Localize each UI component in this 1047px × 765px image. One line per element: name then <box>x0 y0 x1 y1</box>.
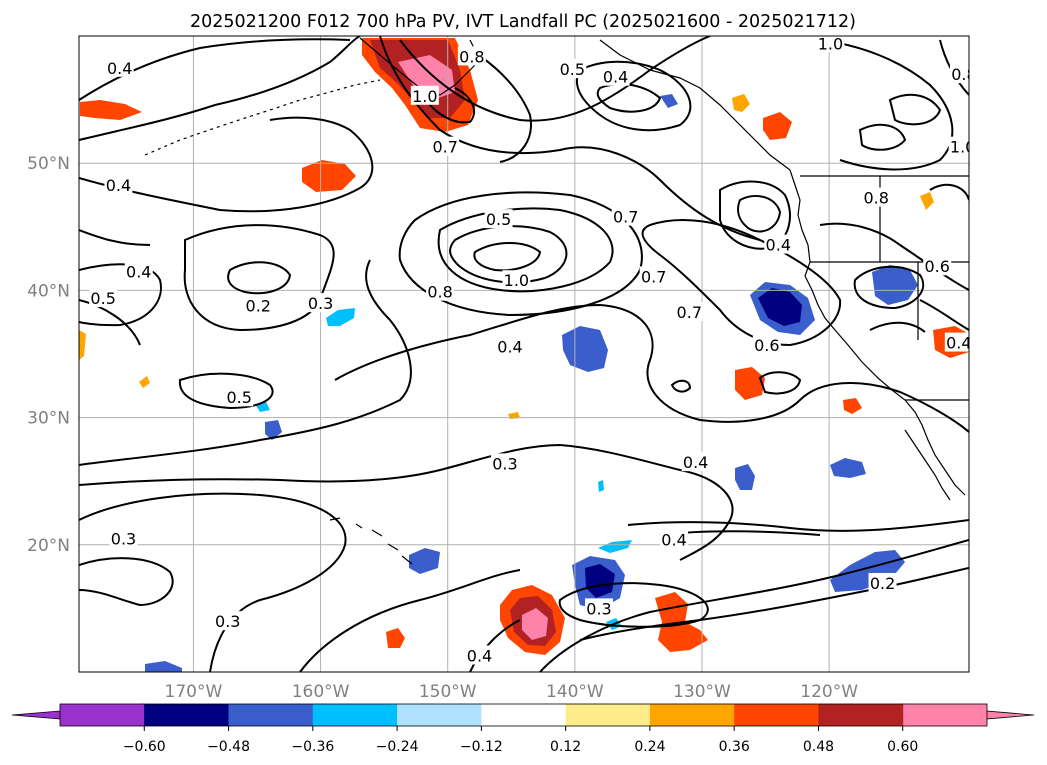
colorbar-tick-label: −0.36 <box>291 739 334 755</box>
contour-label: 0.4 <box>683 453 708 472</box>
longitude-tick-label: 130°W <box>673 682 731 702</box>
contour-label: 0.6 <box>924 257 949 276</box>
colorbar-tick-label: −0.60 <box>123 739 166 755</box>
longitude-tick-label: 140°W <box>546 682 604 702</box>
contour-label: 0.5 <box>226 388 251 407</box>
colorbar-tick-label: 0.12 <box>550 739 581 755</box>
contour-label: 0.2 <box>246 297 271 316</box>
colorbar-tick-label: 0.48 <box>803 739 834 755</box>
contour-label: 0.8 <box>863 189 888 208</box>
contour-label: 0.8 <box>951 65 976 84</box>
colorbar-tick-label: −0.12 <box>460 739 503 755</box>
contour-label: 0.5 <box>560 60 585 79</box>
colorbar: −0.60 −0.48 −0.36 −0.24 −0.12 0.12 0.24 0.36 0.4… <box>12 704 1034 755</box>
colorbar-tick-label: −0.24 <box>376 739 419 755</box>
colorbar-segment <box>144 704 229 726</box>
shade-negative <box>598 480 604 492</box>
contour-label: 0.3 <box>215 612 240 631</box>
colorbar-segment <box>818 704 903 726</box>
colorbar-segment <box>60 704 144 726</box>
colorbar-segment <box>229 704 314 726</box>
contour-label: 0.6 <box>754 336 779 355</box>
colorbar-tick-label: 0.24 <box>634 739 665 755</box>
contour-label: 0.4 <box>603 68 628 87</box>
contour-label: 0.4 <box>766 236 791 255</box>
contour-label: 1.0 <box>950 138 975 157</box>
contour-label: 0.4 <box>107 59 132 78</box>
colorbar-tick-label: 0.36 <box>719 739 750 755</box>
colorbar-segment <box>313 704 398 726</box>
contour-label: 0.4 <box>661 531 686 550</box>
contour-label: 0.5 <box>90 289 115 308</box>
contour-label: 0.3 <box>308 294 333 313</box>
contour-label: 0.7 <box>641 267 666 286</box>
contour-label: 0.3 <box>586 599 611 618</box>
contour-label: 0.4 <box>126 262 151 281</box>
colorbar-segment <box>397 704 482 726</box>
colorbar-segment <box>734 704 819 726</box>
colorbar-tick-label: 0.60 <box>887 739 918 755</box>
colorbar-tick-label: −0.48 <box>207 739 250 755</box>
contour-label: 0.3 <box>492 454 517 473</box>
colorbar-segment <box>650 704 735 726</box>
longitude-tick-label: 120°W <box>800 682 858 702</box>
longitude-tick-label: 160°W <box>292 682 350 702</box>
contour-label: 1.0 <box>504 271 529 290</box>
figure-title: 2025021200 F012 700 hPa PV, IVT Landfall… <box>190 12 856 32</box>
latitude-tick-label: 40°N <box>27 281 70 301</box>
contour-label: 0.4 <box>946 334 971 353</box>
contour-label: 0.7 <box>677 303 702 322</box>
contour-label: 0.4 <box>497 337 522 356</box>
latitude-tick-label: 20°N <box>27 536 70 556</box>
contour-label: 0.8 <box>427 283 452 302</box>
contour-label: 0.4 <box>106 176 131 195</box>
latitude-tick-label: 30°N <box>27 409 70 429</box>
longitude-tick-labels: 170°W 160°W 150°W 140°W 130°W 120°W <box>165 682 859 702</box>
latitude-tick-label: 50°N <box>27 154 70 174</box>
map-panel: 0.4 0.4 0.4 0.5 0.2 0.3 0.3 0.3 0.5 0.3 0.4 0.5 0.4 0… <box>79 34 978 672</box>
contour-label: 0.5 <box>486 210 511 229</box>
contour-label: 1.0 <box>412 87 437 106</box>
contour-label: 0.8 <box>459 47 484 66</box>
colorbar-segment <box>481 704 566 726</box>
contour-label: 1.0 <box>818 35 843 54</box>
longitude-tick-label: 150°W <box>419 682 477 702</box>
contour-label: 0.7 <box>613 208 638 227</box>
contour-label: 0.4 <box>467 646 492 665</box>
colorbar-segment <box>566 704 651 726</box>
contour-label: 0.2 <box>870 574 895 593</box>
colorbar-segment <box>903 704 987 726</box>
contour-label: 0.7 <box>432 138 457 157</box>
longitude-tick-label: 170°W <box>165 682 223 702</box>
contour-label: 0.3 <box>111 529 136 548</box>
latitude-tick-labels: 20°N 30°N 40°N 50°N <box>27 154 70 556</box>
